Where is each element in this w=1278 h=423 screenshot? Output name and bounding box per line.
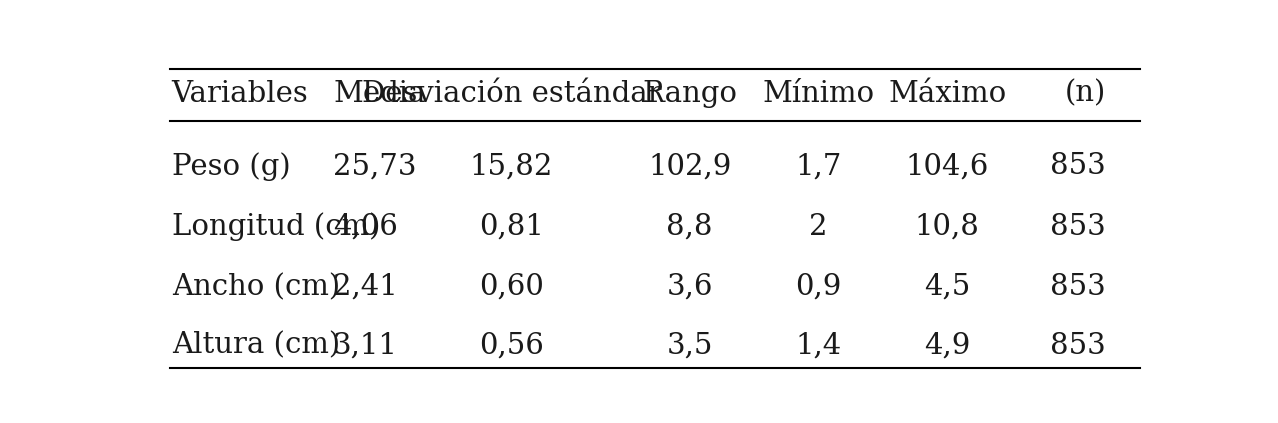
Text: 8,8: 8,8 [666,213,713,241]
Text: Desviación estándar: Desviación estándar [362,80,661,108]
Text: 0,81: 0,81 [479,213,544,241]
Text: 102,9: 102,9 [648,152,731,180]
Text: 0,60: 0,60 [479,273,544,301]
Text: 0,9: 0,9 [795,273,842,301]
Text: 4,5: 4,5 [924,273,970,301]
Text: 853: 853 [1051,152,1105,180]
Text: 0,56: 0,56 [479,332,544,360]
Text: Máximo: Máximo [888,80,1006,108]
Text: 4,06: 4,06 [334,213,397,241]
Text: Longitud (cm): Longitud (cm) [171,212,380,241]
Text: 3,11: 3,11 [334,332,397,360]
Text: Variables: Variables [171,80,308,108]
Text: 1,7: 1,7 [795,152,842,180]
Text: 15,82: 15,82 [470,152,553,180]
Text: Media: Media [334,80,426,108]
Text: 853: 853 [1051,332,1105,360]
Text: 853: 853 [1051,273,1105,301]
Text: (n): (n) [1065,80,1105,108]
Text: 4,9: 4,9 [924,332,970,360]
Text: Rango: Rango [642,80,737,108]
Text: Ancho (cm): Ancho (cm) [171,273,340,301]
Text: 3,5: 3,5 [666,332,713,360]
Text: 2: 2 [809,213,828,241]
Text: 2,41: 2,41 [334,273,397,301]
Text: Mínimo: Mínimo [763,80,874,108]
Text: 3,6: 3,6 [666,273,713,301]
Text: 104,6: 104,6 [906,152,989,180]
Text: 853: 853 [1051,213,1105,241]
Text: Peso (g): Peso (g) [171,152,290,181]
Text: 1,4: 1,4 [795,332,841,360]
Text: 25,73: 25,73 [334,152,417,180]
Text: 10,8: 10,8 [915,213,980,241]
Text: Altura (cm): Altura (cm) [171,332,340,360]
